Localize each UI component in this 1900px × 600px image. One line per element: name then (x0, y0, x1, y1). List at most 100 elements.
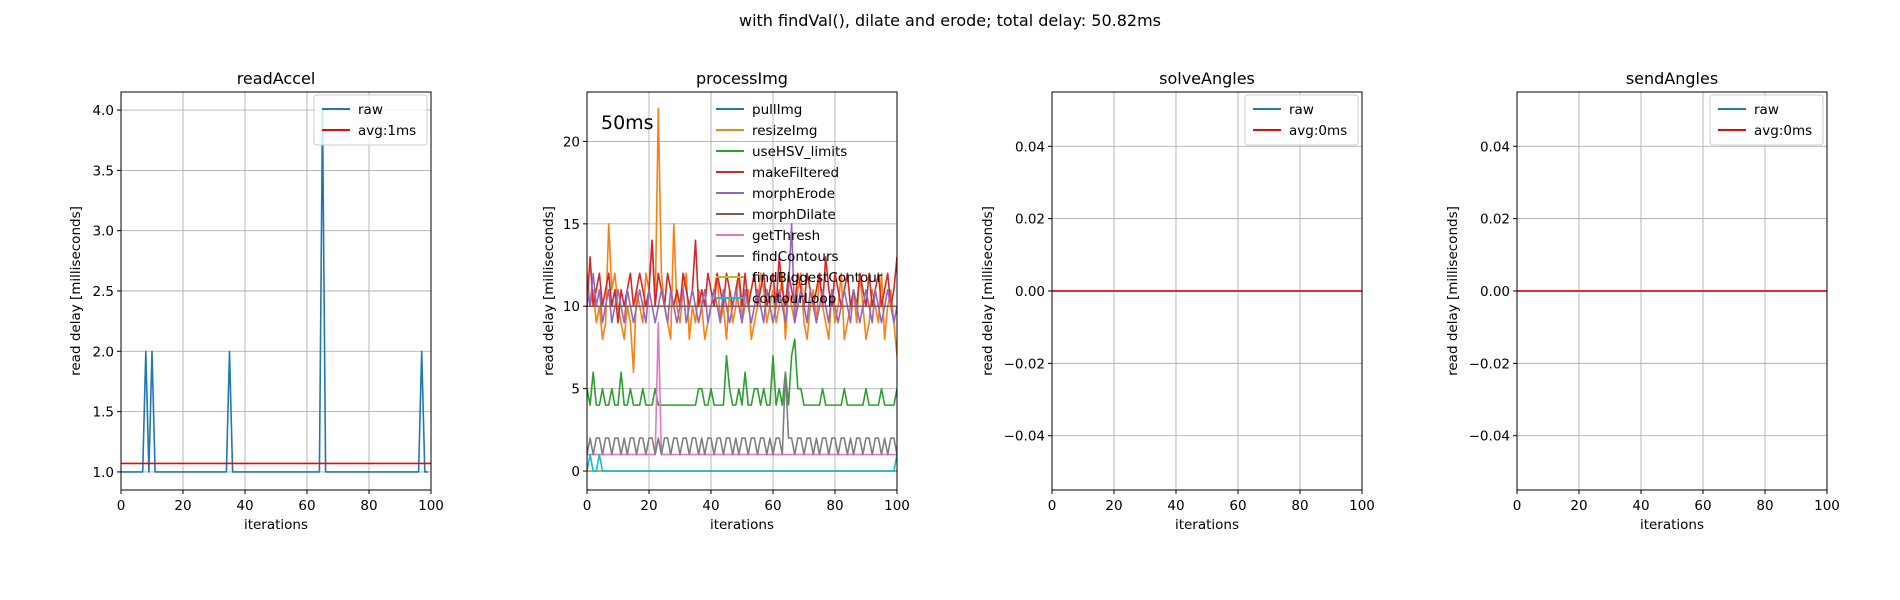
y-tick-label: 15 (563, 217, 580, 233)
x-tick-label: 40 (236, 498, 253, 514)
subplot-title: readAccel (237, 69, 316, 88)
x-tick-label: 100 (884, 498, 910, 514)
y-tick-label: 1.0 (93, 465, 114, 481)
legend-frame (313, 94, 428, 146)
series-line-raw (121, 109, 428, 473)
y-tick-label: 0.00 (1480, 284, 1510, 300)
legend: pullImg resizeImg useHSV_limits makeFiltere… (716, 102, 883, 307)
plot-area (121, 109, 431, 473)
legend-label: findBiggestContour (752, 270, 883, 286)
series-line-findcontours (587, 371, 897, 456)
x-tick-label: 40 (1167, 498, 1184, 514)
x-tick-label: 40 (1632, 498, 1649, 514)
legend: raw avg:0ms (1244, 94, 1359, 146)
subplot-title: processImg (696, 69, 788, 88)
axes-frame (586, 91, 898, 491)
y-tick-label: 5 (571, 382, 580, 398)
x-tick-label: 100 (1814, 498, 1840, 514)
y-tick-label: −0.04 (1004, 429, 1045, 445)
y-tick-label: 10 (563, 299, 580, 315)
series-line-usehsv-limits (587, 338, 897, 406)
x-tick-label: 80 (826, 498, 843, 514)
x-tick-label: 0 (1048, 498, 1057, 514)
legend-label: makeFiltered (752, 165, 839, 181)
y-tick-label: 20 (563, 134, 580, 150)
legend-label: avg:0ms (1289, 123, 1347, 139)
subplot-3: 0 20 40 60 80 100 −0.04 −0.02 0.00 0.02 0.04 solveA… (980, 69, 1375, 533)
y-tick-label: −0.02 (1469, 356, 1510, 372)
x-axis-label: iterations (1640, 517, 1704, 533)
legend-label: useHSV_limits (752, 144, 847, 160)
legend-frame (1244, 94, 1359, 146)
legend-label: pullImg (752, 102, 802, 118)
legend-label: resizeImg (752, 123, 817, 139)
x-tick-label: 20 (1105, 498, 1122, 514)
series-line-morpherode (587, 223, 897, 324)
x-tick-label: 0 (1513, 498, 1522, 514)
legend-label: raw (1289, 102, 1314, 118)
plot-area (587, 107, 897, 472)
axes-frame (1051, 91, 1363, 491)
x-tick-label: 20 (1570, 498, 1587, 514)
y-tick-label: 3.0 (93, 224, 114, 240)
x-tick-label: 60 (298, 498, 315, 514)
series-line-contourloop (587, 453, 897, 472)
y-tick-label: 0.04 (1015, 139, 1045, 155)
x-tick-label: 20 (174, 498, 191, 514)
x-tick-label: 20 (640, 498, 657, 514)
y-tick-label: 2.0 (93, 344, 114, 360)
subplot-grid: 0 20 40 60 80 1001.01.52.02.53.03.54.0readAcc… (68, 69, 1840, 533)
legend-label: raw (1754, 102, 1779, 118)
legend-label: avg:1ms (358, 123, 416, 139)
subplot-annotation: 50ms (601, 112, 654, 134)
y-tick-label: 1.5 (93, 405, 114, 421)
x-tick-label: 0 (117, 498, 126, 514)
legend-label: contourLoop (752, 291, 836, 307)
subplot-title: sendAngles (1626, 69, 1718, 88)
y-tick-label: 0.00 (1015, 284, 1045, 300)
y-tick-label: 0.02 (1015, 212, 1045, 228)
y-tick-label: 0 (571, 464, 580, 480)
legend-frame (1709, 94, 1824, 146)
legend-label: findContours (752, 249, 839, 265)
legend-label: getThresh (752, 228, 820, 244)
legend-label: raw (358, 102, 383, 118)
y-axis-label: read delay [milliseconds] (980, 206, 996, 376)
y-tick-label: 4.0 (93, 103, 114, 119)
x-tick-label: 100 (1349, 498, 1375, 514)
axes-frame (1516, 91, 1828, 491)
x-tick-label: 60 (1694, 498, 1711, 514)
y-axis-label: read delay [milliseconds] (1445, 206, 1461, 376)
y-tick-label: 0.02 (1480, 212, 1510, 228)
figure-suptitle: with findVal(), dilate and erode; total … (739, 11, 1161, 30)
legend-label: morphDilate (752, 207, 836, 223)
x-tick-label: 80 (1756, 498, 1773, 514)
series-line-resizeimg (587, 107, 897, 373)
subplot-title: solveAngles (1159, 69, 1255, 88)
subplot-2: 0 20 40 60 80 100 0 5 10 15 20 processImg iterations… (541, 69, 910, 533)
subplot-4: 0 20 40 60 80 100 −0.04 −0.02 0.00 0.02 0.04 sendAn… (1445, 69, 1840, 533)
y-tick-label: −0.04 (1469, 429, 1510, 445)
x-tick-label: 100 (418, 498, 444, 514)
x-tick-label: 40 (702, 498, 719, 514)
x-axis-label: iterations (710, 517, 774, 533)
y-tick-label: 0.04 (1480, 139, 1510, 155)
subplot-1: 0 20 40 60 80 100 1.0 1.5 2.0 2.5 3.0 3.5 4.0 readAcc… (68, 69, 444, 533)
legend-label: avg:0ms (1754, 123, 1812, 139)
legend: raw avg:1ms (313, 94, 428, 146)
axes-frame (120, 91, 432, 491)
legend: raw avg:0ms (1709, 94, 1824, 146)
x-tick-label: 60 (764, 498, 781, 514)
x-tick-label: 60 (1229, 498, 1246, 514)
legend-label: morphErode (752, 186, 835, 202)
y-axis-label: read delay [milliseconds] (68, 206, 84, 376)
x-tick-label: 0 (583, 498, 592, 514)
x-tick-label: 80 (1291, 498, 1308, 514)
y-tick-label: 2.5 (93, 284, 114, 300)
y-tick-label: −0.02 (1004, 356, 1045, 372)
x-axis-label: iterations (1175, 517, 1239, 533)
y-axis-label: read delay [milliseconds] (541, 206, 557, 376)
x-axis-label: iterations (244, 517, 308, 533)
y-tick-label: 3.5 (93, 163, 114, 179)
